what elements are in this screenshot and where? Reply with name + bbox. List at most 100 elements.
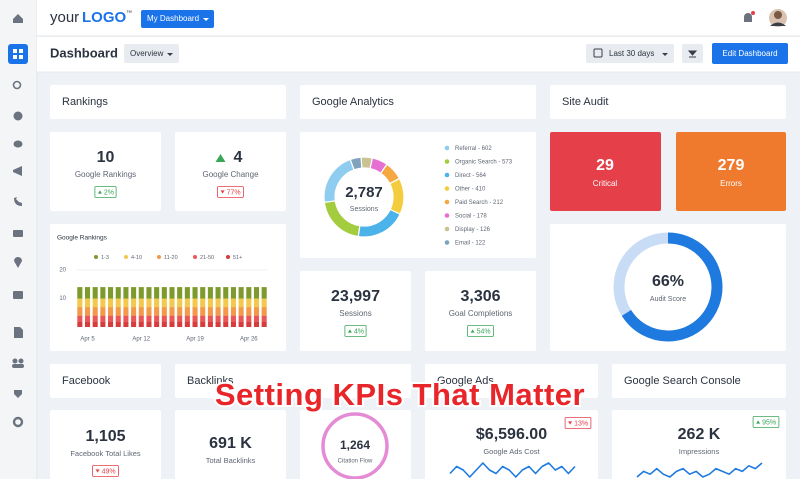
kpi-card: [612, 410, 786, 479]
bar-segment: [100, 307, 106, 316]
bar-segment: [92, 287, 98, 299]
bar-segment: [154, 321, 160, 327]
change-arrow: [347, 329, 352, 333]
legend-label: 51+: [233, 255, 242, 261]
bar-segment: [177, 298, 183, 308]
kpi-label: Impressions: [679, 447, 720, 456]
integrations-icon[interactable]: [14, 390, 22, 398]
bar-segment: [246, 315, 252, 322]
bar-segment: [200, 287, 206, 299]
chat-icon[interactable]: [13, 140, 23, 148]
audit-card: [676, 132, 786, 211]
kpi-value: 262 K: [678, 426, 721, 443]
x-tick-label: Apr 5: [80, 337, 95, 343]
users-icon[interactable]: [12, 358, 18, 364]
bar-segment: [84, 287, 91, 299]
legend-swatch: [444, 145, 450, 151]
settings-icon[interactable]: [12, 416, 24, 428]
x-tick-label: Apr 19: [186, 337, 204, 343]
view-select[interactable]: [124, 44, 179, 63]
bar-segment: [230, 321, 236, 327]
notifications-icon[interactable]: [744, 13, 752, 22]
search-icon[interactable]: [12, 80, 22, 90]
audit-label: Errors: [720, 179, 742, 188]
location-icon[interactable]: [14, 257, 22, 268]
change-arrow: [568, 421, 573, 425]
section-title: Google Search Console: [624, 375, 741, 387]
section-header: [550, 85, 786, 119]
donut-total: 2,787: [345, 184, 383, 201]
bar-segment: [261, 298, 267, 308]
dashboard-icon[interactable]: [8, 44, 28, 64]
section-header: [50, 364, 161, 398]
change-value: 4%: [354, 328, 364, 335]
download-icon: [687, 50, 698, 58]
legend-label: Email - 122: [455, 241, 486, 247]
bar-segment: [100, 321, 106, 327]
bar-segment: [115, 315, 121, 322]
bar-segment: [246, 307, 252, 316]
shop-icon[interactable]: [13, 291, 23, 299]
change-badge: [564, 417, 592, 429]
legend-swatch: [94, 255, 98, 259]
bar-segment: [184, 321, 190, 327]
bar-segment: [169, 315, 175, 322]
dashboard-menu-button[interactable]: [141, 10, 214, 28]
mail-icon[interactable]: [13, 230, 23, 237]
bar-segment: [261, 307, 267, 316]
bar-segment: [207, 298, 213, 308]
y-tick-label: 20: [59, 268, 66, 274]
dashboard-glyph: [19, 49, 23, 53]
section-header: [175, 364, 411, 398]
bar-segment: [223, 321, 229, 327]
bar-segment: [84, 321, 91, 327]
document-icon[interactable]: [14, 327, 23, 338]
reports-icon[interactable]: [13, 111, 23, 121]
bar-segment: [154, 298, 160, 308]
change-arrow: [470, 329, 475, 333]
bar-segment: [161, 321, 167, 327]
bar-segment: [169, 298, 175, 308]
campaign-icon[interactable]: [13, 166, 22, 176]
bar-segment: [192, 321, 198, 327]
kpi-card: [425, 271, 536, 351]
bar-segment: [92, 307, 98, 316]
bar-segment: [108, 307, 114, 316]
dashboard-glyph: [13, 55, 17, 59]
bar-segment: [184, 287, 190, 299]
bar-segment: [138, 298, 144, 308]
audit-label: Critical: [593, 179, 618, 188]
avatar-body: [770, 22, 786, 26]
bar-segment: [200, 307, 206, 316]
kpi-value: 10: [97, 149, 115, 166]
kpi-value: 23,997: [331, 288, 380, 305]
bar-segment: [131, 321, 137, 327]
legend-swatch: [444, 240, 450, 245]
change-badge: [92, 465, 119, 477]
bar-segment: [184, 315, 190, 322]
bar-segment: [184, 298, 190, 308]
bar-segment: [146, 287, 152, 299]
date-range-button[interactable]: [586, 44, 674, 63]
bar-segment: [238, 321, 244, 327]
edit-dashboard-button[interactable]: [712, 43, 788, 64]
kpi-value: $6,596.00: [476, 426, 547, 443]
bar-segment: [261, 287, 267, 299]
kpi-card: [50, 132, 161, 211]
bar-segment: [246, 321, 252, 327]
kpi-card: [50, 410, 161, 479]
bar-segment: [146, 298, 152, 308]
bar-segment: [123, 287, 129, 299]
kpi-card: [175, 410, 286, 479]
bar-segment: [138, 307, 144, 316]
bar-segment: [215, 321, 221, 327]
kpi-card: [175, 132, 286, 211]
bar-segment: [169, 321, 175, 327]
change-badge: [217, 186, 244, 198]
bar-segment: [177, 287, 183, 299]
audit-value: 279: [718, 157, 745, 174]
bar-segment: [192, 287, 198, 299]
bar-segment: [230, 298, 236, 308]
home-icon[interactable]: [13, 14, 23, 23]
phone-icon[interactable]: [14, 197, 22, 206]
